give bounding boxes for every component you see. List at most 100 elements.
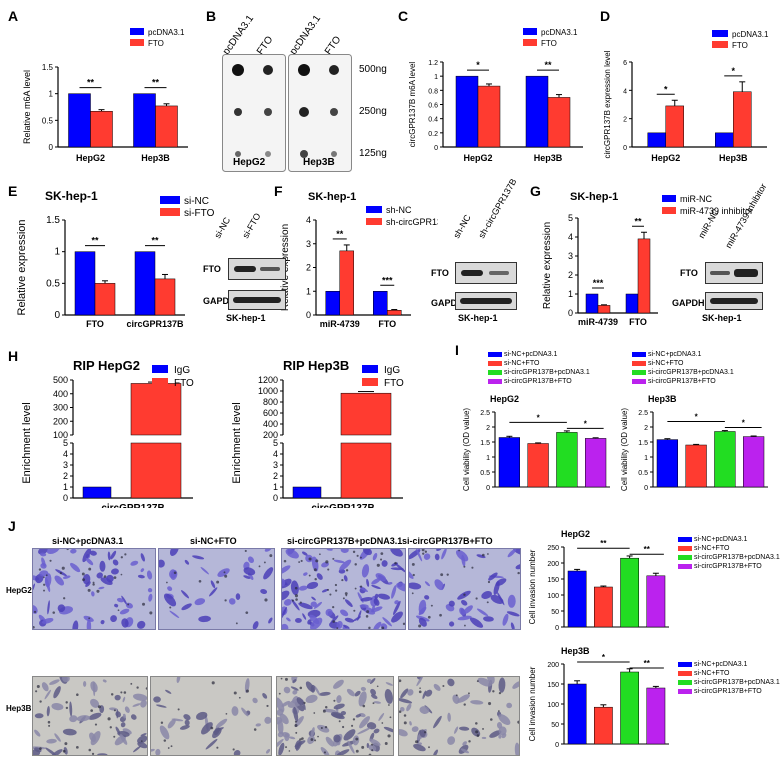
y-tick-label: 400 [53,389,68,399]
pore [65,706,69,710]
stained-cell [400,688,409,699]
pore [345,569,349,572]
pore [120,573,123,576]
stained-cell [406,703,412,712]
blob-layer [282,549,405,629]
sig-marker: * [584,419,588,428]
stained-cell [361,564,370,578]
stained-cell [46,549,60,555]
pore [173,571,177,575]
stained-cell [352,735,360,746]
stained-cell [470,700,484,705]
bar [665,105,684,148]
pore [379,558,383,561]
stained-cell [382,617,392,627]
x-tick-label: Hep3B [534,153,563,163]
dot-blot-membrane-hepg2 [222,54,286,172]
stained-cell [343,575,348,582]
pore [446,573,449,576]
stained-cell [122,696,126,703]
pore [76,693,79,696]
stained-cell [366,722,377,730]
stained-cell [498,677,506,693]
pore [165,581,168,584]
sig-marker: ** [152,78,160,88]
pore [299,686,303,690]
pore [481,553,485,557]
pore [288,750,291,752]
stained-cell [86,619,92,629]
legend-label: sh-NC [386,205,412,215]
stained-cell [506,611,520,617]
pore [342,725,345,729]
stained-cell [298,602,313,610]
pore [94,723,98,726]
y-tick-label: 0 [54,310,60,321]
pore [244,549,247,553]
stained-cell [54,733,61,742]
pore [471,566,474,569]
stained-cell [373,598,380,606]
pore [149,611,153,615]
bar [625,293,639,314]
bar [685,444,707,488]
sig-marker: * [537,413,541,422]
stained-cell [447,678,455,687]
pore [223,571,226,574]
western-blot-f: sh-NC sh-circGPR137B [451,177,525,270]
panel-letter-j: J [8,518,16,534]
y-tick-label: 3 [568,251,573,261]
stained-cell [112,559,119,566]
pore [498,710,500,712]
stained-cell [469,617,484,628]
pore [103,575,107,578]
stained-cell [498,726,507,736]
stained-cell [418,617,427,627]
stained-cell [321,588,329,593]
pore [107,717,111,721]
pore [216,580,220,584]
blot-f-fto [455,262,517,284]
y-tick-label: 100 [547,702,559,709]
dot-blot-amount: 125ng [359,148,387,159]
pore [33,610,37,614]
stained-cell [319,691,331,696]
y-axis-label: circGPR137B expression level [603,50,612,158]
bar [714,431,736,488]
pore [284,677,288,681]
stained-cell [90,698,100,708]
stained-cell [340,549,349,554]
stained-cell [347,740,355,754]
stained-cell [377,593,391,600]
pore [170,745,173,748]
blot-cell-label: SK-hep-1 [226,313,266,323]
stained-cell [137,574,145,579]
pore [468,692,470,695]
pore [366,610,370,614]
stained-cell [148,593,153,602]
sig-marker: * [602,653,606,662]
pore [399,710,402,713]
pore [285,746,288,749]
legend-label: FTO [174,378,194,389]
pore [245,689,249,693]
stained-cell [44,689,51,700]
pore [308,557,312,561]
bar [637,238,651,314]
stained-cell [381,560,388,567]
stained-cell [62,728,77,736]
y-tick-label: 200 [547,662,559,669]
stained-cell [515,563,520,570]
stained-cell [264,549,272,552]
stained-cell [169,549,179,556]
stained-cell [375,573,387,582]
pore [371,749,374,752]
stained-cell [498,734,502,739]
pore [130,682,133,685]
sig-marker: * [731,66,735,76]
x-tick-label: circGPR137B [101,503,164,508]
stained-cell [277,731,284,738]
pore [476,680,479,683]
y-tick-label: 2 [306,263,311,273]
stained-cell [399,698,413,704]
